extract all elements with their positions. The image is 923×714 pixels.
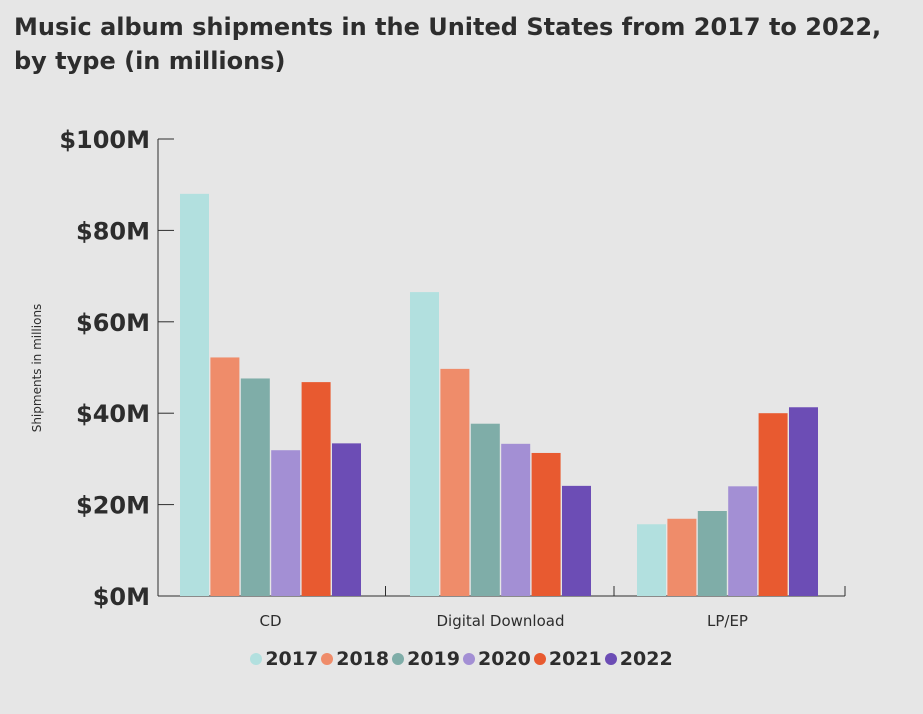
y-axis-title: Shipments in millions [30, 304, 44, 433]
bar-lp-ep-2019 [697, 510, 727, 596]
legend-item-2017: 2017 [250, 648, 318, 670]
bar-lp-ep-2020 [728, 486, 758, 596]
bar-lp-ep-2021 [758, 413, 788, 596]
legend-swatch [250, 653, 263, 665]
legend-swatch [463, 653, 475, 665]
legend-item-2022: 2022 [604, 648, 673, 670]
bar-digital-download-2020 [501, 443, 531, 596]
chart-title-line-2: by type (in millions) [14, 47, 286, 75]
bar-cd-2021 [301, 382, 331, 596]
bar-digital-download-2019 [470, 423, 500, 596]
y-tick-label: $20M [76, 492, 150, 520]
legend-swatch [533, 653, 546, 665]
y-tick-label: $0M [93, 583, 150, 611]
bar-lp-ep-2017 [637, 524, 666, 596]
legend-swatch [604, 653, 617, 665]
y-tick-label: $80M [76, 217, 150, 245]
bar-cd-2017 [180, 193, 209, 596]
bar-cd-2020 [271, 450, 301, 596]
x-category-label: CD [259, 612, 281, 630]
legend-item-2021: 2021 [533, 648, 602, 670]
bar-cd-2022 [332, 443, 361, 596]
legend-swatch [392, 653, 405, 665]
bar-digital-download-2021 [531, 452, 561, 596]
bar-digital-download-2022 [562, 485, 591, 596]
bar-lp-ep-2022 [789, 407, 818, 596]
bar-digital-download-2017 [410, 292, 439, 596]
bar-cd-2019 [240, 378, 270, 596]
y-tick-label: $60M [76, 309, 150, 337]
chart-bars [180, 193, 818, 596]
legend-label: 2020 [478, 648, 531, 670]
chart-title-line-1: Music album shipments in the United Stat… [14, 13, 882, 41]
x-category-label: Digital Download [437, 612, 565, 630]
legend-label: 2017 [265, 648, 319, 670]
legend-label: 2021 [548, 648, 602, 670]
legend-item-2020: 2020 [463, 648, 531, 670]
bar-lp-ep-2018 [667, 518, 697, 596]
y-tick-label: $100M [59, 126, 150, 154]
chart-labels: $0M $20M $40M $60M $80M $100M Shipments in mil… [30, 126, 748, 630]
chart-title: Music album shipments in the United Stat… [14, 10, 894, 78]
chart-legend: 2017 2018 2019 2020 2021 2022 [0, 648, 923, 670]
x-category-label: LP/EP [707, 612, 748, 630]
legend-label: 2018 [336, 648, 390, 670]
bar-cd-2018 [210, 357, 240, 596]
legend-item-2018: 2018 [321, 648, 389, 670]
legend-label: 2019 [407, 648, 460, 670]
legend-item-2019: 2019 [392, 648, 460, 670]
bar-digital-download-2018 [440, 368, 470, 596]
legend-label: 2022 [619, 648, 673, 670]
y-tick-label: $40M [76, 400, 150, 428]
legend-swatch [321, 653, 334, 665]
